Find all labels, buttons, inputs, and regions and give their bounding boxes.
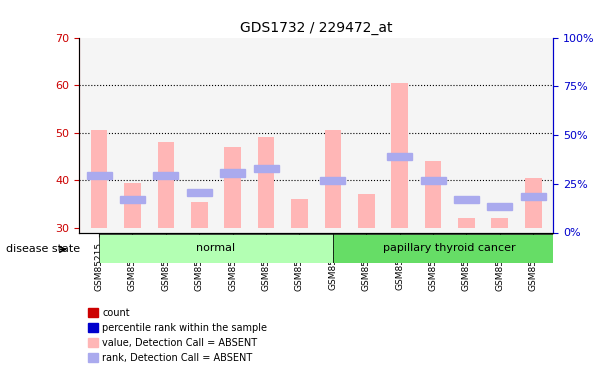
Bar [458,218,475,228]
Bar [254,165,278,172]
Bar [157,142,174,228]
Legend: count, percentile rank within the sample, value, Detection Call = ABSENT, rank, : count, percentile rank within the sample… [84,304,271,366]
Bar [91,130,108,228]
Bar [333,234,567,262]
Bar [120,196,145,203]
Bar [153,172,178,179]
Bar [454,196,479,203]
Bar [320,177,345,184]
Bar [488,203,513,210]
Bar [358,195,375,228]
Bar [86,172,112,179]
Bar [224,147,241,228]
Text: papillary thyroid cancer: papillary thyroid cancer [384,243,516,254]
Bar [291,199,308,228]
Bar [421,177,446,184]
Text: normal: normal [196,243,235,254]
Text: disease state: disease state [6,244,80,254]
Bar [392,82,408,228]
Bar [387,153,412,160]
Title: GDS1732 / 229472_at: GDS1732 / 229472_at [240,21,392,35]
Bar [191,202,207,228]
Bar [220,170,245,177]
Bar [258,137,274,228]
Bar [425,161,441,228]
Bar [325,130,341,228]
Bar [99,234,333,262]
Bar [491,218,508,228]
Bar [124,183,141,228]
Bar [187,189,212,196]
Bar [520,193,546,200]
Bar [525,178,542,228]
